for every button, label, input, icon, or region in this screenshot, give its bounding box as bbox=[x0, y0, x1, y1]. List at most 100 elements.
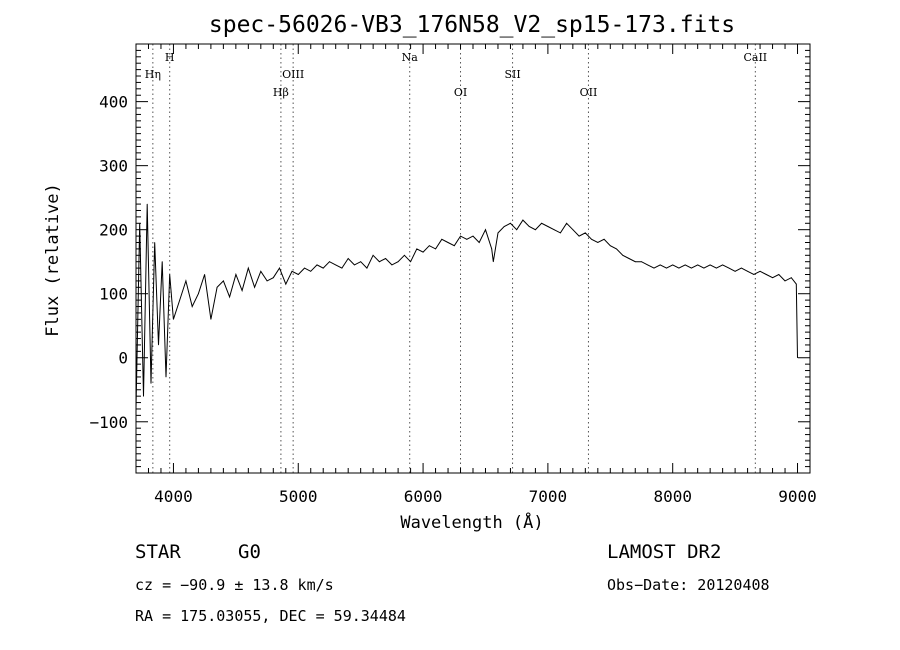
spectrum-point bbox=[297, 274, 299, 275]
spectrum-point bbox=[528, 226, 530, 227]
y-tick-label: 0 bbox=[118, 349, 128, 368]
line-marker-label: H bbox=[165, 51, 175, 64]
x-tick-label: 5000 bbox=[279, 487, 318, 506]
spectrum-point bbox=[728, 267, 730, 269]
x-tick-label: 9000 bbox=[778, 487, 817, 506]
y-axis: −100 0 100 200 300 400 bbox=[89, 43, 810, 474]
spectrum-point bbox=[165, 376, 167, 378]
spectrum-point bbox=[709, 264, 711, 266]
spectrum-point bbox=[616, 248, 617, 250]
spectrum-point bbox=[229, 296, 231, 298]
x-tick-label: 4000 bbox=[154, 487, 193, 506]
line-marker-label: OIII bbox=[282, 68, 304, 81]
spectrum-point bbox=[747, 270, 748, 272]
redshift-cz: cz = −90.9 ± 13.8 km/s bbox=[135, 576, 334, 594]
spectrum-point bbox=[628, 258, 630, 259]
spectrum-point bbox=[360, 261, 362, 263]
spectrum-point bbox=[765, 274, 767, 275]
spectrum-point bbox=[322, 267, 324, 269]
spectrum-point bbox=[169, 274, 171, 275]
spectrum-series bbox=[135, 203, 798, 410]
spectral-line-markers: Hη H Hβ OIII Na OI SII OII CaII bbox=[145, 44, 767, 473]
object-class: STAR bbox=[135, 541, 181, 563]
y-tick-label: 300 bbox=[99, 157, 128, 176]
spectrum-point bbox=[335, 264, 337, 266]
spectrum-point bbox=[428, 245, 430, 247]
spectrum-point bbox=[223, 280, 224, 282]
spectrum-point bbox=[653, 267, 655, 269]
line-marker-label: SII bbox=[504, 68, 520, 81]
spectrum-point bbox=[154, 242, 156, 243]
observation-date: Obs−Date: 20120408 bbox=[607, 576, 770, 594]
spectrum-point bbox=[622, 254, 624, 256]
spectrum-point bbox=[572, 229, 574, 231]
spectrum-point bbox=[366, 267, 368, 269]
line-marker-label: Hη bbox=[145, 68, 161, 81]
spectrum-point bbox=[191, 306, 193, 307]
spectrum-point bbox=[797, 357, 798, 359]
spectrum-point bbox=[354, 264, 355, 266]
spectrum-point bbox=[435, 248, 436, 250]
spectrum-point bbox=[510, 222, 511, 224]
spectrum-point bbox=[291, 270, 293, 272]
spectrum-point bbox=[204, 274, 206, 275]
chart-title: spec-56026-VB3_176N58_V2_sp15-173.fits bbox=[209, 12, 735, 38]
spectrum-point bbox=[143, 395, 144, 397]
spectrum-point bbox=[778, 274, 780, 275]
spectrum-point bbox=[385, 258, 386, 259]
spectrum-point bbox=[647, 264, 649, 266]
spectrum-point bbox=[185, 280, 187, 282]
spectrum-point bbox=[560, 232, 561, 234]
spectrum-point bbox=[741, 267, 742, 269]
spectrum-point bbox=[485, 229, 486, 231]
spectrum-point bbox=[310, 270, 312, 272]
line-marker-label: Hβ bbox=[273, 86, 289, 99]
spectrum-point bbox=[641, 261, 642, 263]
spectrum-point bbox=[304, 267, 305, 269]
spectrum-point bbox=[161, 261, 163, 263]
spectrum-point bbox=[672, 264, 674, 266]
spectrum-point bbox=[541, 222, 542, 224]
spectrum-point bbox=[391, 264, 393, 266]
spectrum-point bbox=[591, 238, 592, 240]
spectrum-point bbox=[659, 264, 661, 266]
line-marker-label: CaII bbox=[743, 51, 767, 64]
y-tick-label: 100 bbox=[99, 285, 128, 304]
spectrum-point bbox=[260, 270, 262, 272]
spectrum-point bbox=[416, 248, 418, 250]
spectrum-point bbox=[678, 267, 680, 269]
spectrum-point bbox=[379, 261, 380, 263]
spectrum-point bbox=[547, 226, 549, 227]
spectrum-point bbox=[404, 254, 405, 256]
x-tick-label: 8000 bbox=[653, 487, 692, 506]
spectrum-point bbox=[422, 251, 424, 253]
spectrum-point bbox=[497, 232, 499, 234]
spectrum-point bbox=[790, 277, 792, 279]
line-marker-label: OII bbox=[580, 86, 598, 99]
spectrum-point bbox=[247, 267, 249, 269]
spectrum-point bbox=[535, 229, 536, 231]
spectrum-point bbox=[279, 267, 280, 269]
spectrum-point bbox=[503, 226, 505, 227]
object-subclass: G0 bbox=[238, 541, 261, 563]
spectrum-point bbox=[597, 242, 599, 243]
spectrum-point bbox=[691, 267, 692, 269]
spectrum-point bbox=[716, 267, 717, 269]
spectrum-point bbox=[316, 264, 318, 266]
spectrum-point bbox=[478, 242, 480, 243]
spectrum-point bbox=[285, 283, 287, 285]
spectrum-point bbox=[173, 318, 174, 320]
spectrum-point bbox=[410, 261, 411, 263]
spectrum-point bbox=[329, 261, 330, 263]
line-marker-label: Na bbox=[402, 51, 419, 64]
spectrum-point bbox=[347, 258, 349, 259]
x-tick-label: 6000 bbox=[404, 487, 443, 506]
spectrum-point bbox=[703, 267, 705, 269]
spectrum-point bbox=[734, 270, 736, 272]
spectrum-point bbox=[266, 280, 268, 282]
y-tick-label: 200 bbox=[99, 221, 128, 240]
spectrum-point bbox=[254, 286, 256, 288]
spectrum-point bbox=[210, 318, 212, 320]
x-axis: 4000 5000 6000 7000 8000 9000 bbox=[135, 44, 817, 506]
spectrum-point bbox=[179, 299, 181, 301]
